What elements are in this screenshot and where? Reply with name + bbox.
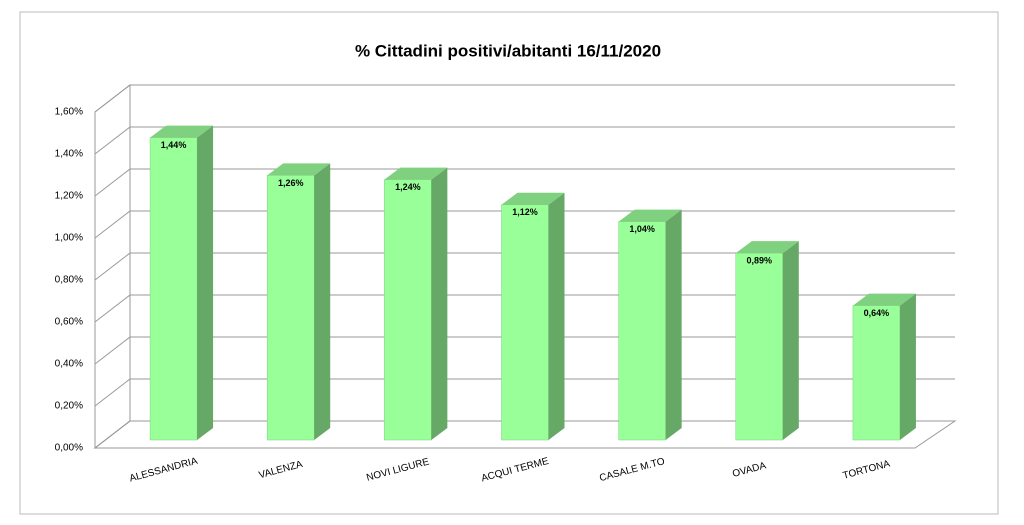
bar-top <box>618 209 682 222</box>
bar-side <box>431 167 448 440</box>
bar <box>149 137 198 441</box>
y-tick-label: 1,40% <box>55 149 83 160</box>
y-tick-label: 1,00% <box>55 233 83 244</box>
chart-title: % Cittadini positivi/abitanti 16/11/2020 <box>355 41 661 60</box>
bar-side <box>197 125 214 440</box>
bar-top <box>267 163 331 176</box>
y-tick-label: 0,60% <box>55 317 83 328</box>
bar <box>501 204 549 441</box>
bar-side <box>548 192 565 440</box>
value-label: 0,64% <box>864 308 890 318</box>
grid-line <box>94 168 955 197</box>
bar <box>852 305 901 441</box>
value-label: 1,12% <box>512 207 538 217</box>
y-tick-label: 1,20% <box>55 191 83 202</box>
bar-side <box>782 241 799 440</box>
bar-side <box>314 163 331 440</box>
bar <box>384 179 432 441</box>
bar-top <box>150 125 214 138</box>
y-tick-label: 1,60% <box>55 107 83 118</box>
bar-top <box>384 167 448 180</box>
bar-top <box>852 293 916 306</box>
bar-top <box>735 241 799 254</box>
y-tick-label: 0,80% <box>55 275 83 286</box>
bar <box>618 221 666 441</box>
grid-line <box>94 84 955 113</box>
bar-side <box>899 293 916 440</box>
bar-top <box>501 192 565 205</box>
y-tick-label: 0,00% <box>55 443 83 454</box>
bar <box>266 175 315 441</box>
value-label: 1,24% <box>395 182 421 192</box>
value-label: 1,44% <box>161 140 187 150</box>
bar <box>735 252 784 441</box>
value-label: 0,89% <box>747 255 773 265</box>
bar-side <box>665 209 682 440</box>
grid-line <box>94 126 955 155</box>
y-tick-label: 0,40% <box>55 359 83 370</box>
value-label: 1,04% <box>629 224 655 234</box>
value-label: 1,26% <box>278 178 304 188</box>
y-tick-label: 0,20% <box>55 401 83 412</box>
